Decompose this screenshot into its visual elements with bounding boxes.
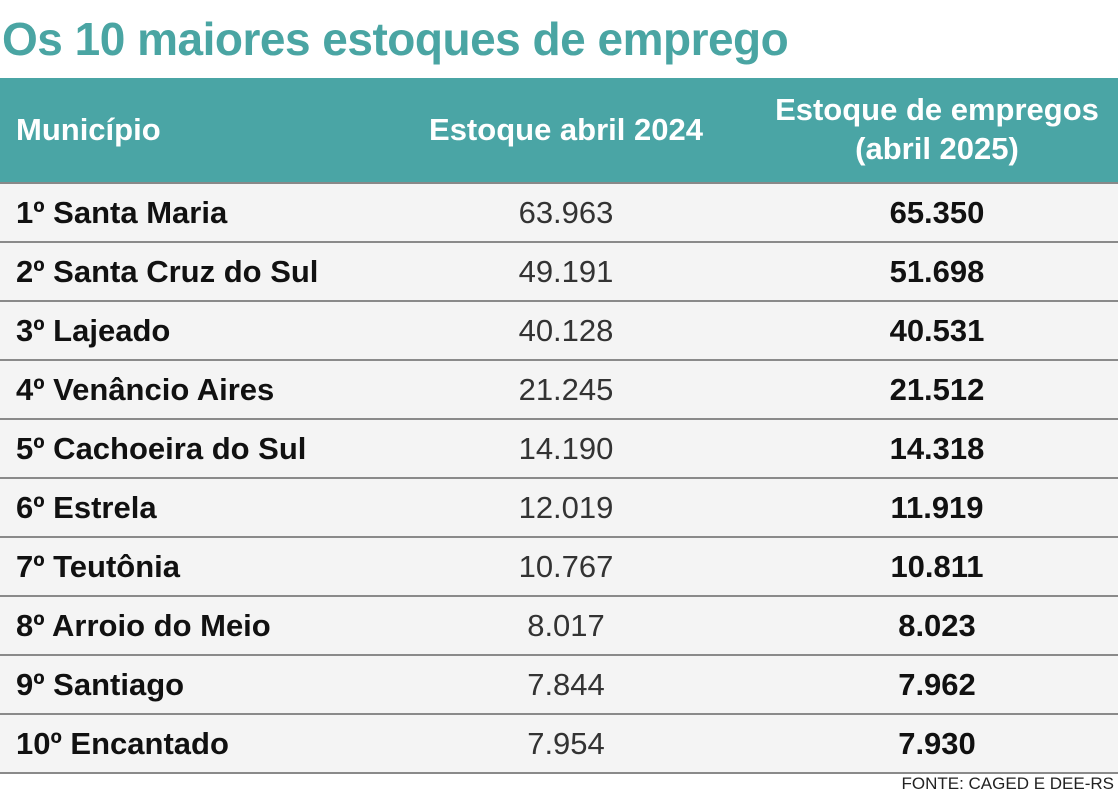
municipality-cell: 1º Santa Maria: [0, 183, 376, 243]
municipality-cell: 7º Teutônia: [0, 537, 376, 597]
stock-2024-cell: 12.019: [376, 478, 756, 538]
stock-2024-cell: 40.128: [376, 301, 756, 361]
stock-2025-cell: 10.811: [756, 537, 1118, 597]
stock-2025-cell: 7.962: [756, 655, 1118, 715]
chart-title: Os 10 maiores estoques de emprego: [2, 13, 789, 65]
stock-2024-cell: 21.245: [376, 360, 756, 420]
stock-2024-cell: 63.963: [376, 183, 756, 243]
column-header: Município: [0, 78, 376, 184]
municipality-cell: 2º Santa Cruz do Sul: [0, 242, 376, 302]
table-header: Município Estoque abril 2024 Estoque de …: [0, 78, 1118, 184]
stock-2025-cell: 65.350: [756, 183, 1118, 243]
stock-2025-cell: 8.023: [756, 596, 1118, 656]
stock-2025-cell: 21.512: [756, 360, 1118, 420]
stock-2025-cell: 11.919: [756, 478, 1118, 538]
stock-2025-cell: 7.930: [756, 714, 1118, 774]
table-row: 10º Encantado 7.954 7.930: [0, 714, 1118, 774]
table-row: 4º Venâncio Aires 21.245 21.512: [0, 360, 1118, 420]
table-row: 2º Santa Cruz do Sul 49.191 51.698: [0, 242, 1118, 302]
employment-table: Município Estoque abril 2024 Estoque de …: [0, 78, 1118, 774]
stock-2025-cell: 14.318: [756, 419, 1118, 479]
stock-2024-cell: 7.954: [376, 714, 756, 774]
municipality-cell: 6º Estrela: [0, 478, 376, 538]
stock-2024-cell: 10.767: [376, 537, 756, 597]
municipality-cell: 3º Lajeado: [0, 301, 376, 361]
municipality-cell: 10º Encantado: [0, 714, 376, 774]
municipality-cell: 9º Santiago: [0, 655, 376, 715]
municipality-cell: 5º Cachoeira do Sul: [0, 419, 376, 479]
stock-2024-cell: 49.191: [376, 242, 756, 302]
stock-2025-cell: 40.531: [756, 301, 1118, 361]
stock-2024-cell: 8.017: [376, 596, 756, 656]
column-header: Estoque abril 2024: [376, 78, 756, 184]
table-row: 1º Santa Maria 63.963 65.350: [0, 183, 1118, 243]
table-row: 5º Cachoeira do Sul 14.190 14.318: [0, 419, 1118, 479]
source-note: FONTE: CAGED E DEE-RS: [901, 774, 1114, 793]
table-row: 3º Lajeado 40.128 40.531: [0, 301, 1118, 361]
stock-2025-cell: 51.698: [756, 242, 1118, 302]
column-header: Estoque de empregos (abril 2025): [756, 78, 1118, 184]
table-row: 7º Teutônia 10.767 10.811: [0, 537, 1118, 597]
municipality-cell: 8º Arroio do Meio: [0, 596, 376, 656]
table-row: 9º Santiago 7.844 7.962: [0, 655, 1118, 715]
stock-2024-cell: 14.190: [376, 419, 756, 479]
stock-2024-cell: 7.844: [376, 655, 756, 715]
municipality-cell: 4º Venâncio Aires: [0, 360, 376, 420]
table-row: 6º Estrela 12.019 11.919: [0, 478, 1118, 538]
table-row: 8º Arroio do Meio 8.017 8.023: [0, 596, 1118, 656]
